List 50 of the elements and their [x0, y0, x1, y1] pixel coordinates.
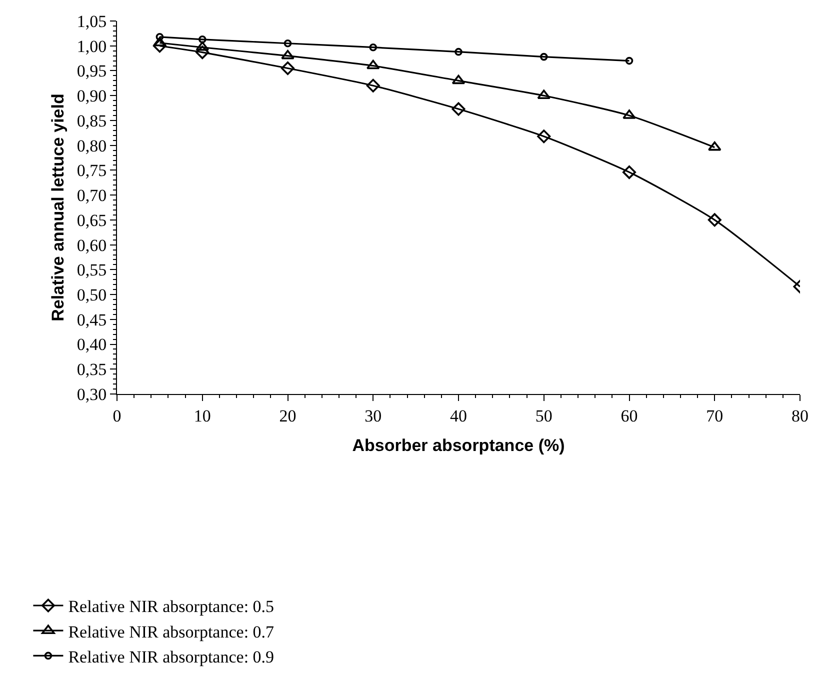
y-tick-label: 0,50 [76, 285, 107, 304]
point [708, 141, 722, 151]
point [196, 46, 210, 60]
point [366, 78, 380, 92]
legend-label: Relative NIR absorptance: 0.7 [68, 622, 275, 642]
point [366, 60, 380, 70]
point [540, 52, 548, 61]
y-tick-label: 0,40 [76, 335, 107, 354]
point [198, 36, 206, 44]
x-tick-label: 30 [364, 406, 382, 426]
y-tick-label: 0,85 [76, 111, 107, 130]
y-tick-label: 0,80 [76, 136, 107, 156]
x-tick-label: 80 [792, 406, 808, 426]
point [708, 213, 722, 227]
y-axis-title: Relative annual lettuce yield [48, 94, 68, 322]
y-tick-label: 0,70 [76, 186, 107, 206]
point [625, 56, 634, 65]
x-tick-label: 20 [279, 406, 296, 426]
point [196, 41, 210, 51]
y-tick-label: 0,30 [76, 384, 107, 404]
legend-label: Relative NIR absorptance: 0.5 [68, 597, 274, 616]
y-tick-label: 0,35 [76, 360, 107, 380]
x-tick-label: 10 [194, 406, 211, 426]
legend-label: Relative NIR absorptance: 0.9 [68, 647, 274, 666]
y-tick-label: 0,95 [76, 62, 107, 81]
x-axis-title: Absorber absorptance (%) [352, 436, 565, 455]
y-tick-label: 0,65 [76, 210, 107, 230]
point [537, 130, 551, 144]
y-tick-label: 0,55 [76, 260, 107, 280]
y-tick-label: 0,45 [76, 310, 107, 330]
point [281, 62, 294, 75]
point [284, 39, 292, 48]
y-tick-label: 0,90 [76, 86, 107, 106]
x-tick-label: 60 [620, 406, 638, 426]
point [152, 39, 166, 53]
x-tick-label: 40 [450, 406, 467, 426]
x-tick-label: 0 [112, 406, 122, 426]
x-tick-label: 70 [706, 406, 724, 426]
point [369, 43, 378, 52]
x-tick-label: 50 [535, 406, 552, 426]
y-tick-label: 0,75 [76, 161, 107, 180]
point [622, 110, 636, 119]
y-tick-label: 0,60 [76, 236, 107, 255]
point [452, 102, 466, 116]
point [622, 165, 636, 179]
point [452, 74, 466, 84]
point [281, 50, 294, 60]
point [454, 48, 462, 56]
y-tick-label: 1,05 [76, 12, 107, 31]
y-tick-label: 1,00 [76, 36, 107, 56]
